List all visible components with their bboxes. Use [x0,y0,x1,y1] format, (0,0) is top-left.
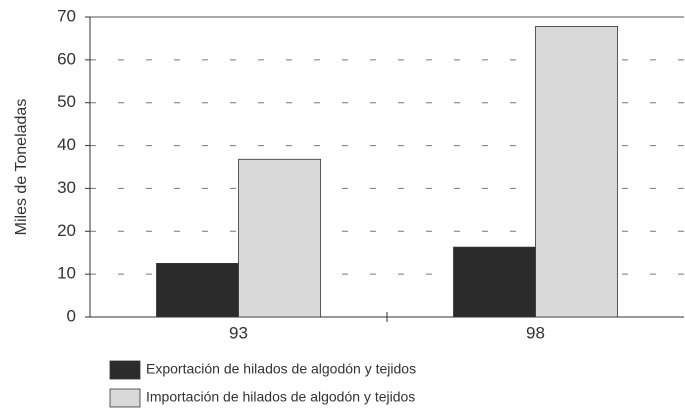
bar [238,158,321,318]
y-tick-label: 20 [57,221,76,240]
y-tick-label: 30 [57,178,76,197]
y-tick-label: 70 [57,6,76,25]
y-tick-label: 10 [57,264,76,283]
legend-label: Importación de hilados de algodón y teji… [146,389,415,405]
y-tick-label: 40 [57,135,76,154]
legend-label: Exportación de hilados de algodón y teji… [146,361,416,377]
y-tick-label: 60 [57,49,76,68]
y-tick-label: 50 [57,92,76,111]
bar [535,26,618,318]
bar [453,246,536,318]
y-tick-label: 0 [67,306,76,325]
y-axis-label: Miles de Toneladas [13,99,30,236]
bar [156,263,239,318]
x-tick-label: 93 [229,323,248,342]
x-tick-label: 98 [526,323,545,342]
legend-swatch [109,388,141,408]
legend-swatch [109,360,141,380]
